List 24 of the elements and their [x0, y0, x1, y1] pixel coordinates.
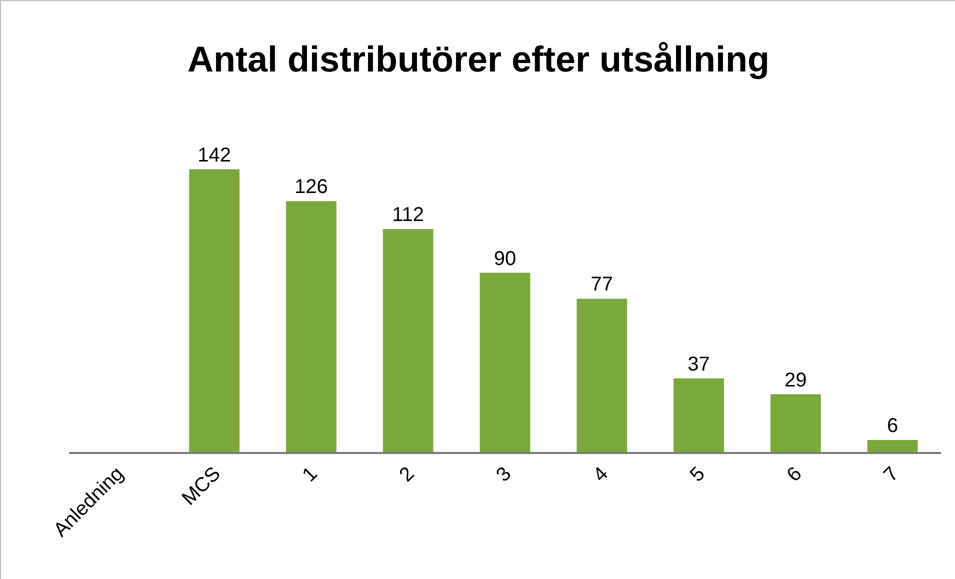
x-tick-label: 6 — [782, 462, 806, 486]
data-label: 90 — [494, 248, 516, 270]
bar — [674, 378, 724, 452]
x-tick-label: 4 — [589, 462, 612, 486]
bar — [576, 298, 628, 452]
x-tick-label: 7 — [880, 462, 904, 486]
data-label: 142 — [198, 144, 232, 166]
bar — [286, 201, 336, 452]
data-label: 29 — [784, 369, 807, 392]
bar — [480, 272, 530, 452]
x-tick-label: 3 — [492, 462, 516, 486]
data-label: 37 — [688, 353, 710, 376]
data-label: 77 — [590, 274, 614, 296]
x-tick-label: 5 — [686, 462, 710, 486]
data-label: 126 — [294, 176, 328, 198]
data-label: 112 — [392, 204, 424, 226]
data-label: 6 — [886, 415, 898, 438]
chart-title: Antal distributörer efter utsållning — [187, 38, 770, 80]
x-tick-label: 1 — [298, 462, 322, 486]
bar — [382, 229, 434, 452]
bar — [770, 394, 821, 452]
bar — [867, 440, 918, 452]
x-tick-label: 2 — [395, 462, 419, 486]
bar — [189, 169, 240, 452]
